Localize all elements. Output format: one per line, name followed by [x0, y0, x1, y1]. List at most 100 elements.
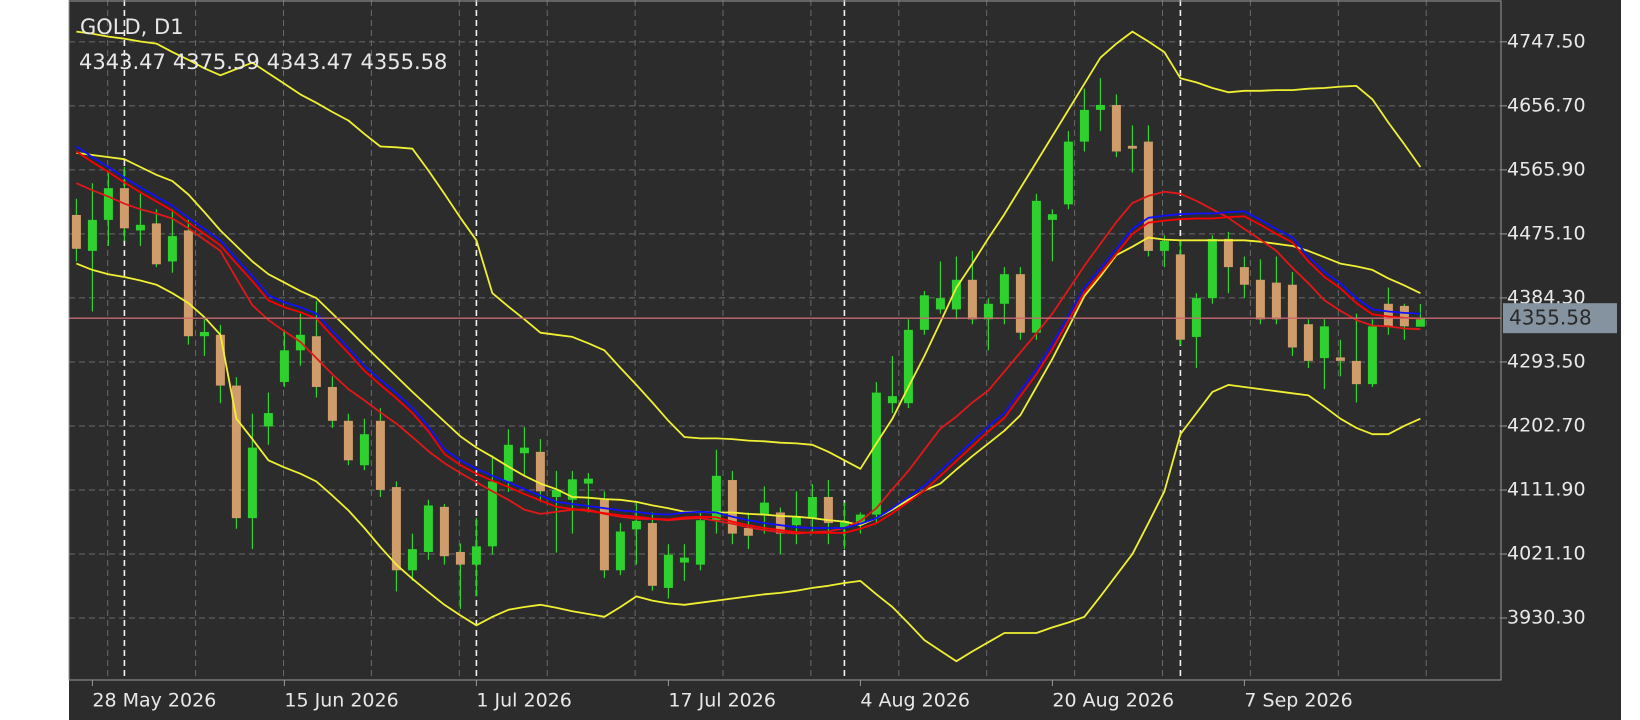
- candle-body: [503, 444, 513, 482]
- ohlc-close: 4355.58: [361, 50, 448, 74]
- candle-body: [1111, 104, 1121, 152]
- candle-body: [663, 554, 673, 588]
- candle-body: [103, 188, 113, 220]
- candle-body: [1287, 284, 1297, 348]
- candle-body: [759, 502, 769, 515]
- candle-body: [823, 496, 833, 524]
- candle-body: [439, 506, 449, 557]
- candle-body: [775, 512, 785, 534]
- candle-body: [903, 329, 913, 404]
- candle-body: [1351, 360, 1361, 385]
- indicator-line: [75, 150, 1421, 534]
- grid-layer: [69, 0, 1501, 680]
- candle-body: [647, 523, 657, 586]
- candle-body: [727, 480, 737, 534]
- candle-body: [1367, 326, 1377, 385]
- y-tick-label: 4384.30: [1507, 286, 1586, 308]
- candle-body: [71, 214, 81, 249]
- y-tick-label: 4293.50: [1507, 350, 1586, 372]
- candle-body: [919, 295, 929, 330]
- candle-body: [455, 551, 465, 565]
- candle-body: [1047, 214, 1057, 220]
- candle-body: [1239, 267, 1249, 285]
- candle-body: [743, 527, 753, 536]
- candle-body: [983, 303, 993, 320]
- candle-body: [1223, 238, 1233, 268]
- y-tick-label: 4656.70: [1507, 94, 1586, 116]
- candle-body: [263, 413, 273, 427]
- y-tick-label: 4565.90: [1507, 158, 1586, 180]
- y-tick-label: 4021.10: [1507, 543, 1586, 565]
- candle-body: [391, 487, 401, 571]
- price-label-box: [1503, 303, 1617, 334]
- candle-body: [1415, 318, 1425, 327]
- candle-body: [1383, 303, 1393, 327]
- candle-body: [359, 434, 369, 466]
- ohlc-high: 4375.59: [173, 50, 260, 74]
- candle-body: [519, 447, 529, 454]
- candle-body: [839, 520, 849, 528]
- candle-body: [135, 224, 145, 231]
- candle-body: [871, 392, 881, 515]
- candle-body: [1255, 279, 1265, 320]
- y-tick-label: 4747.50: [1507, 30, 1586, 52]
- candle-body: [583, 478, 593, 484]
- candle-body: [1079, 109, 1089, 142]
- candle-body: [487, 481, 497, 547]
- candle-body: [935, 298, 945, 310]
- y-tick-label: 4202.70: [1507, 414, 1586, 436]
- candle-body: [1031, 200, 1041, 333]
- candle-body: [887, 396, 897, 404]
- candle-body: [423, 505, 433, 552]
- candle-body: [599, 499, 609, 571]
- candle-body: [407, 549, 417, 571]
- indicator-line: [75, 145, 1421, 529]
- x-tick-label: 4 Aug 2026: [860, 690, 970, 712]
- candle-body: [151, 223, 161, 265]
- candle-body: [167, 236, 177, 262]
- candle-body: [1063, 141, 1073, 205]
- candle-body: [1159, 241, 1169, 251]
- candle-body: [247, 447, 257, 519]
- candle-body: [567, 479, 577, 500]
- candle-body: [711, 475, 721, 521]
- candle-body: [1015, 274, 1025, 333]
- candle-body: [535, 451, 545, 492]
- candle-body: [199, 331, 209, 337]
- y-tick-label: 4475.10: [1507, 222, 1586, 244]
- plot: [69, 30, 1501, 663]
- candle-body: [279, 350, 289, 383]
- y-tick-label: 3930.30: [1507, 607, 1586, 629]
- candle-body: [311, 336, 321, 387]
- candle-body: [1335, 357, 1345, 361]
- candle-body: [231, 385, 241, 519]
- ohlc-low: 4343.47: [267, 50, 354, 74]
- x-tick-label: 1 Jul 2026: [476, 690, 571, 712]
- candle-body: [791, 516, 801, 526]
- candle-body: [215, 334, 225, 386]
- candle-body: [951, 279, 961, 310]
- candle-body: [615, 531, 625, 571]
- ohlc-readout: 4343.47 4375.59 4343.47 4355.58: [79, 50, 447, 74]
- candle-body: [1399, 305, 1409, 327]
- candle-body: [1207, 238, 1217, 299]
- indicator-line: [76, 30, 1422, 470]
- candle-body: [471, 546, 481, 565]
- candle-body: [695, 520, 705, 565]
- price-label: 4355.58: [1509, 306, 1592, 330]
- candle-body: [679, 557, 689, 563]
- indicator-line: [76, 182, 1421, 535]
- indicator-line: [76, 262, 1421, 663]
- candle-body: [807, 496, 817, 519]
- indicator-line: [76, 152, 1421, 527]
- plot-border: [68, 0, 1502, 681]
- candle-body: [375, 420, 385, 490]
- chart-title: GOLD, D1: [80, 15, 184, 39]
- candle-body: [1271, 282, 1281, 320]
- candle-body: [1175, 254, 1185, 340]
- x-tick-label: 20 Aug 2026: [1052, 690, 1174, 712]
- candle-body: [183, 230, 193, 337]
- y-tick-label: 4111.90: [1507, 478, 1586, 500]
- candle-body: [999, 274, 1009, 304]
